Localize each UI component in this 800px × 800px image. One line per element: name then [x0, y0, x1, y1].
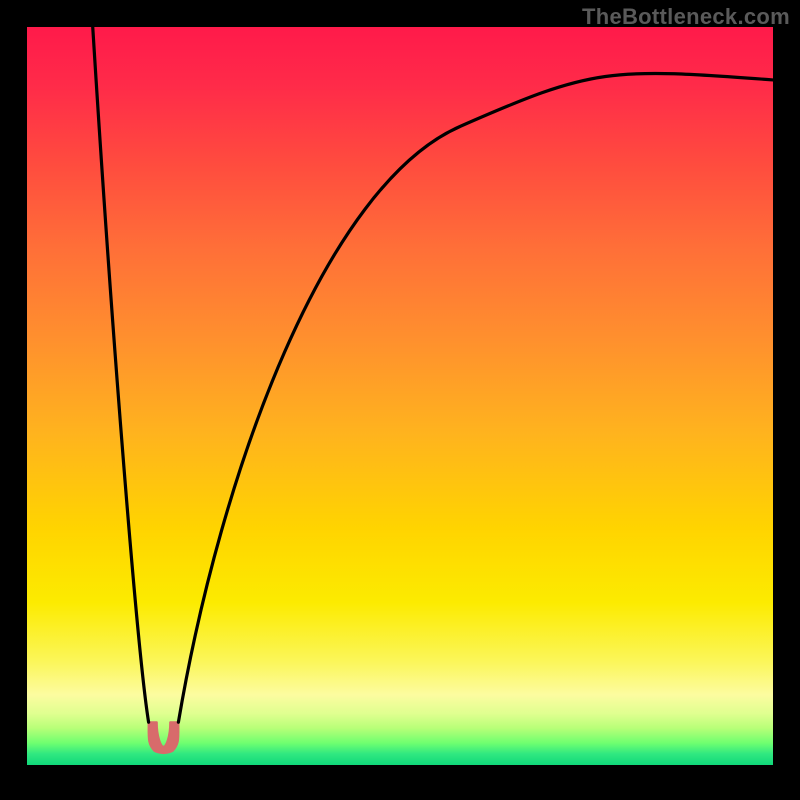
chart-svg	[0, 0, 800, 800]
plot-area	[27, 25, 775, 765]
watermark-text: TheBottleneck.com	[582, 4, 790, 30]
chart-container: TheBottleneck.com	[0, 0, 800, 800]
